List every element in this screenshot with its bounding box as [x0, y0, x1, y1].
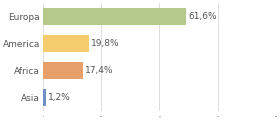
Text: 19,8%: 19,8%	[91, 39, 120, 48]
Text: 17,4%: 17,4%	[85, 66, 114, 75]
Bar	[43, 62, 83, 79]
Bar	[43, 35, 89, 52]
Bar	[43, 89, 46, 106]
Bar	[43, 8, 186, 25]
Text: 61,6%: 61,6%	[188, 12, 217, 21]
Text: 1,2%: 1,2%	[48, 93, 70, 102]
